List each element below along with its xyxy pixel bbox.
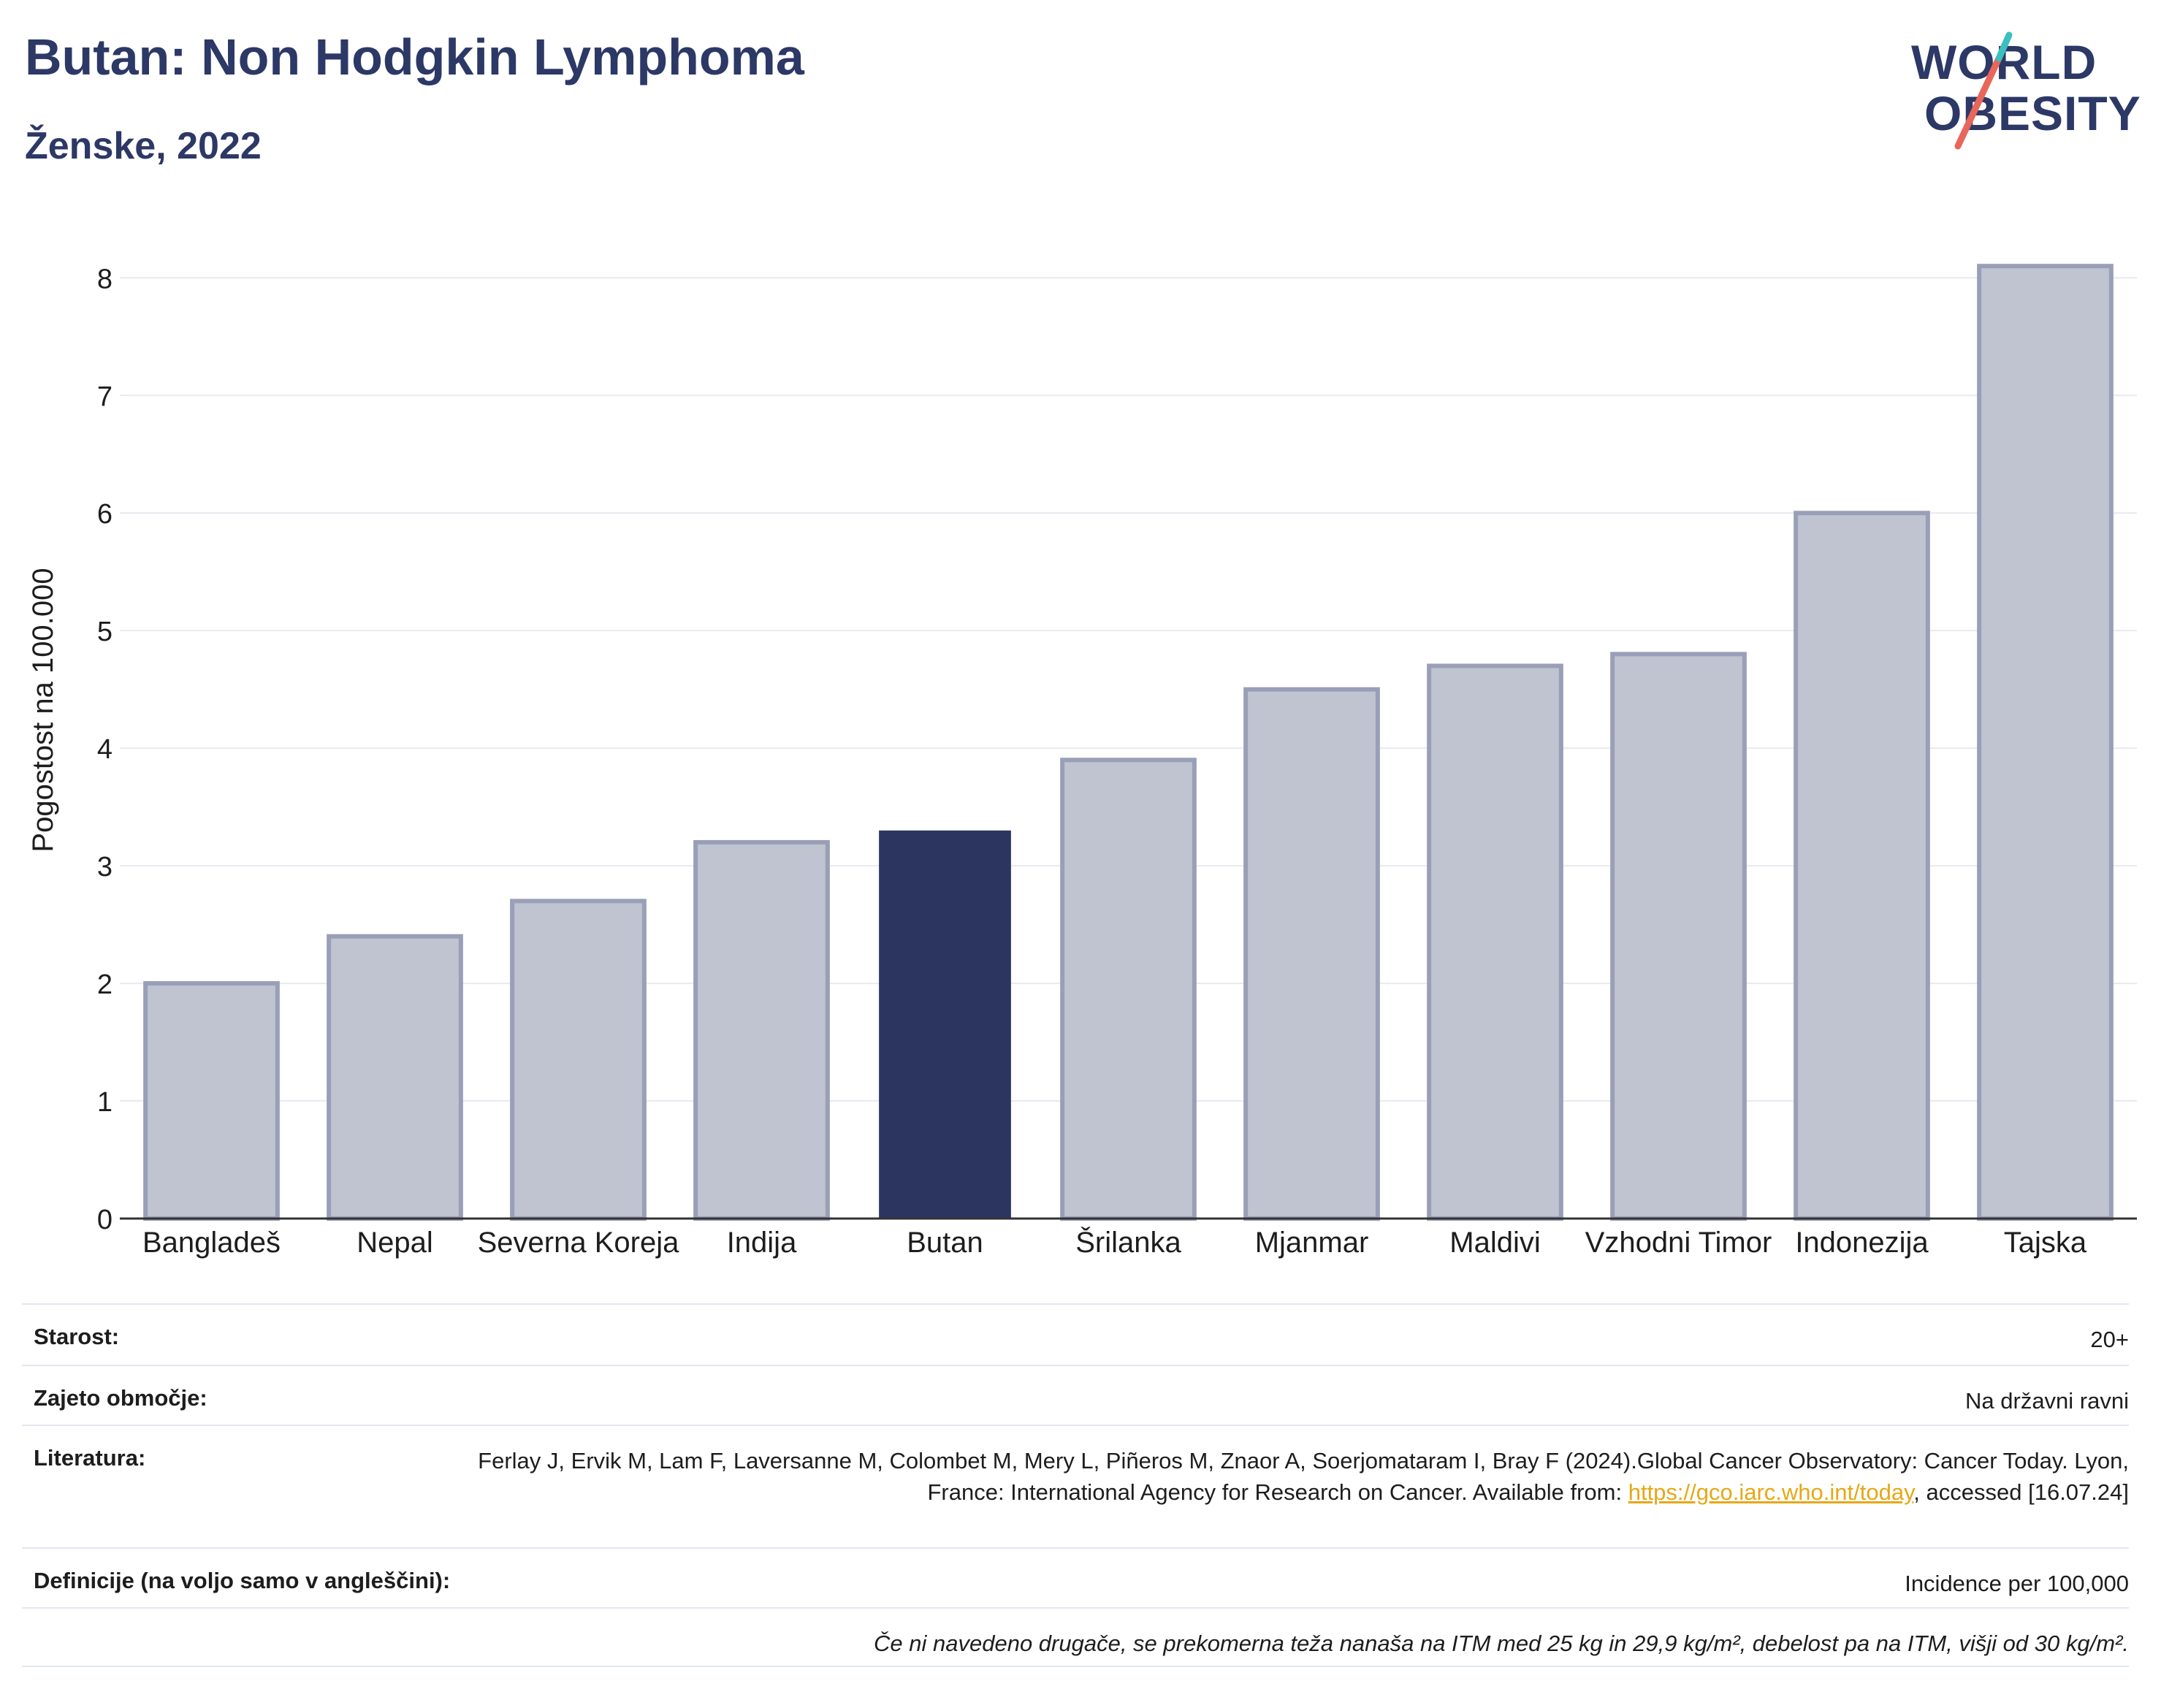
x-tick-label: Tajska bbox=[2004, 1227, 2087, 1259]
coverage-value: Na državni ravni bbox=[1965, 1388, 2129, 1414]
literature-value: Ferlay J, Ervik M, Lam F, Laversanne M, … bbox=[449, 1445, 2129, 1508]
y-tick-label: 8 bbox=[97, 264, 113, 294]
info-table: Starost: 20+ Zajeto območje: Na državni … bbox=[22, 1303, 2129, 1667]
logo-line-2: OBESITY bbox=[1924, 86, 2141, 140]
row-note: Če ni navedeno drugače, se prekomerna te… bbox=[22, 1607, 2129, 1667]
definitions-value: Incidence per 100,000 bbox=[1905, 1571, 2129, 1596]
bar-butan bbox=[879, 830, 1011, 1219]
bar-nepal bbox=[327, 934, 463, 1221]
x-tick-label: Šrilanka bbox=[1075, 1226, 1181, 1259]
footnote: Če ni navedeno drugače, se prekomerna te… bbox=[874, 1631, 2129, 1656]
logo-slash-icon bbox=[1954, 31, 2013, 150]
literature-text: Ferlay J, Ervik M, Lam F, Laversanne M, … bbox=[478, 1448, 2129, 1505]
x-tick-label: Nepal bbox=[357, 1227, 433, 1259]
bar-indonezija bbox=[1794, 511, 1930, 1221]
x-tick-label: Butan bbox=[907, 1227, 983, 1259]
x-tick-label: Mjanmar bbox=[1255, 1227, 1369, 1259]
world-obesity-logo: WORLD OBESITY bbox=[1899, 29, 2148, 153]
y-tick-label: 6 bbox=[97, 499, 113, 530]
definitions-label: Definicije (na voljo samo v angleščini): bbox=[34, 1568, 451, 1593]
y-tick-label: 3 bbox=[97, 852, 113, 882]
y-tick-label: 4 bbox=[97, 734, 113, 765]
row-literature: Literatura: Ferlay J, Ervik M, Lam F, La… bbox=[22, 1425, 2129, 1547]
bar-mjanmar bbox=[1243, 687, 1380, 1221]
coverage-label: Zajeto območje: bbox=[34, 1385, 207, 1411]
y-tick-label: 5 bbox=[97, 617, 113, 647]
bar-tajska bbox=[1977, 264, 2114, 1221]
y-tick-label: 0 bbox=[97, 1205, 113, 1235]
bar-bangladeš bbox=[143, 981, 280, 1221]
x-tick-label: Indonezija bbox=[1795, 1227, 1929, 1259]
row-coverage: Zajeto območje: Na državni ravni bbox=[22, 1365, 2129, 1425]
bar-indija bbox=[693, 839, 830, 1221]
x-tick-label: Vzhodni Timor bbox=[1585, 1227, 1772, 1259]
age-value: 20+ bbox=[2090, 1327, 2129, 1352]
x-tick-label: Indija bbox=[727, 1227, 797, 1259]
axes: 0 1 2 3 4 5 6 7 8 Bangladeš Nepal Severna Koreja Ind… bbox=[97, 264, 2137, 1259]
x-tick-label: Severna Koreja bbox=[478, 1227, 679, 1259]
x-tick-label: Bangladeš bbox=[142, 1227, 281, 1259]
bars bbox=[143, 264, 2114, 1221]
chart-title: Butan: Non Hodgkin Lymphoma bbox=[25, 28, 804, 85]
y-tick-label: 2 bbox=[97, 969, 113, 1000]
y-tick-label: 1 bbox=[97, 1087, 113, 1118]
literature-label: Literatura: bbox=[34, 1445, 146, 1471]
x-tick-label: Maldivi bbox=[1449, 1227, 1540, 1259]
row-age: Starost: 20+ bbox=[22, 1303, 2129, 1365]
bar-šrilanka bbox=[1060, 758, 1197, 1221]
bar-severna-koreja bbox=[510, 899, 647, 1221]
literature-link[interactable]: https://gco.iarc.who.int/today bbox=[1628, 1479, 1914, 1505]
y-axis-label: Pogostost na 100.000 bbox=[27, 568, 59, 852]
bar-maldivi bbox=[1427, 663, 1563, 1221]
literature-tail: , accessed [16.07.24] bbox=[1913, 1479, 2129, 1505]
y-tick-label: 7 bbox=[97, 381, 113, 412]
row-definitions: Definicije (na voljo samo v angleščini):… bbox=[22, 1547, 2129, 1607]
age-label: Starost: bbox=[34, 1324, 120, 1349]
bar-chart: 0 1 2 3 4 5 6 7 8 Bangladeš Nepal Severna Koreja Ind… bbox=[27, 264, 2137, 1259]
bar-vzhodni-timor bbox=[1610, 652, 1747, 1221]
chart-subtitle: Ženske, 2022 bbox=[25, 125, 262, 167]
